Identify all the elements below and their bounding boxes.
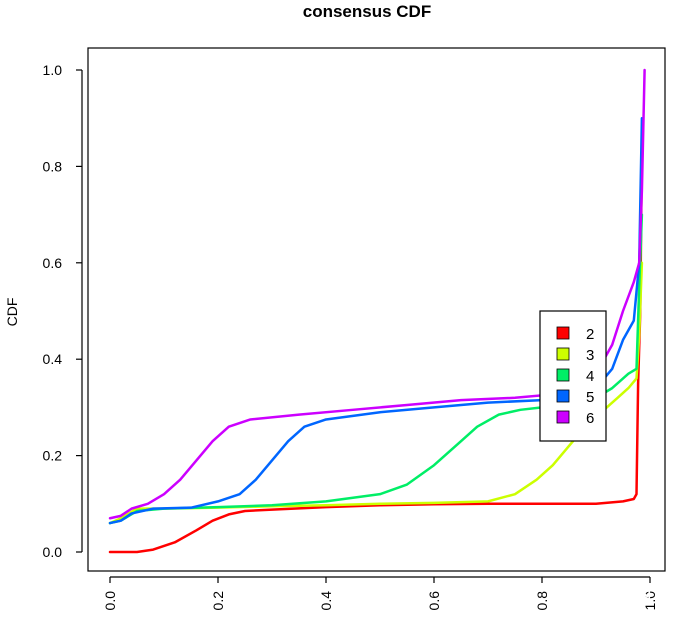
series-line-6 <box>108 68 646 520</box>
x-tick-label: 1.0 <box>642 591 658 611</box>
watermark-text: 桓峰基因 <box>591 584 651 602</box>
wechat-icon <box>566 584 587 602</box>
x-tick-label: 0.4 <box>318 591 334 611</box>
y-tick-label: 0.0 <box>43 544 63 560</box>
series-line-5 <box>108 116 644 525</box>
x-tick-label: 0.0 <box>102 591 118 611</box>
legend: 2 3 4 5 6 <box>539 310 607 442</box>
x-tick-label: 0.2 <box>210 591 226 611</box>
x-axis: 0.0 0.2 0.4 0.6 0.8 1.0 <box>102 576 658 611</box>
legend-label-2: 2 <box>586 326 594 343</box>
y-tick-label: 0.8 <box>43 158 63 174</box>
series-line-2 <box>108 150 644 554</box>
plot-frame <box>87 47 666 572</box>
legend-label-5: 5 <box>586 389 594 406</box>
legend-label-4: 4 <box>586 368 594 385</box>
y-tick-label: 0.2 <box>43 448 63 464</box>
legend-swatch-4 <box>556 368 570 382</box>
legend-swatch-6 <box>556 410 570 424</box>
y-axis: 0.0 0.2 0.4 0.6 0.8 1.0 <box>43 62 83 560</box>
legend-label-6: 6 <box>586 410 594 427</box>
y-tick-label: 1.0 <box>43 62 63 78</box>
legend-label-3: 3 <box>586 347 594 364</box>
x-tick-label: 0.8 <box>534 591 550 611</box>
legend-swatch-5 <box>556 389 570 403</box>
y-tick-label: 0.6 <box>43 255 63 271</box>
legend-swatch-3 <box>556 347 570 361</box>
chart-title: consensus CDF <box>303 2 431 21</box>
watermark: 桓峰基因 <box>566 584 651 602</box>
series-lines <box>108 68 646 554</box>
y-axis-label: CDF <box>4 298 20 327</box>
y-tick-label: 0.4 <box>43 351 63 367</box>
legend-box <box>539 310 607 442</box>
x-tick-label: 0.6 <box>426 591 442 611</box>
legend-swatch-2 <box>556 326 570 340</box>
